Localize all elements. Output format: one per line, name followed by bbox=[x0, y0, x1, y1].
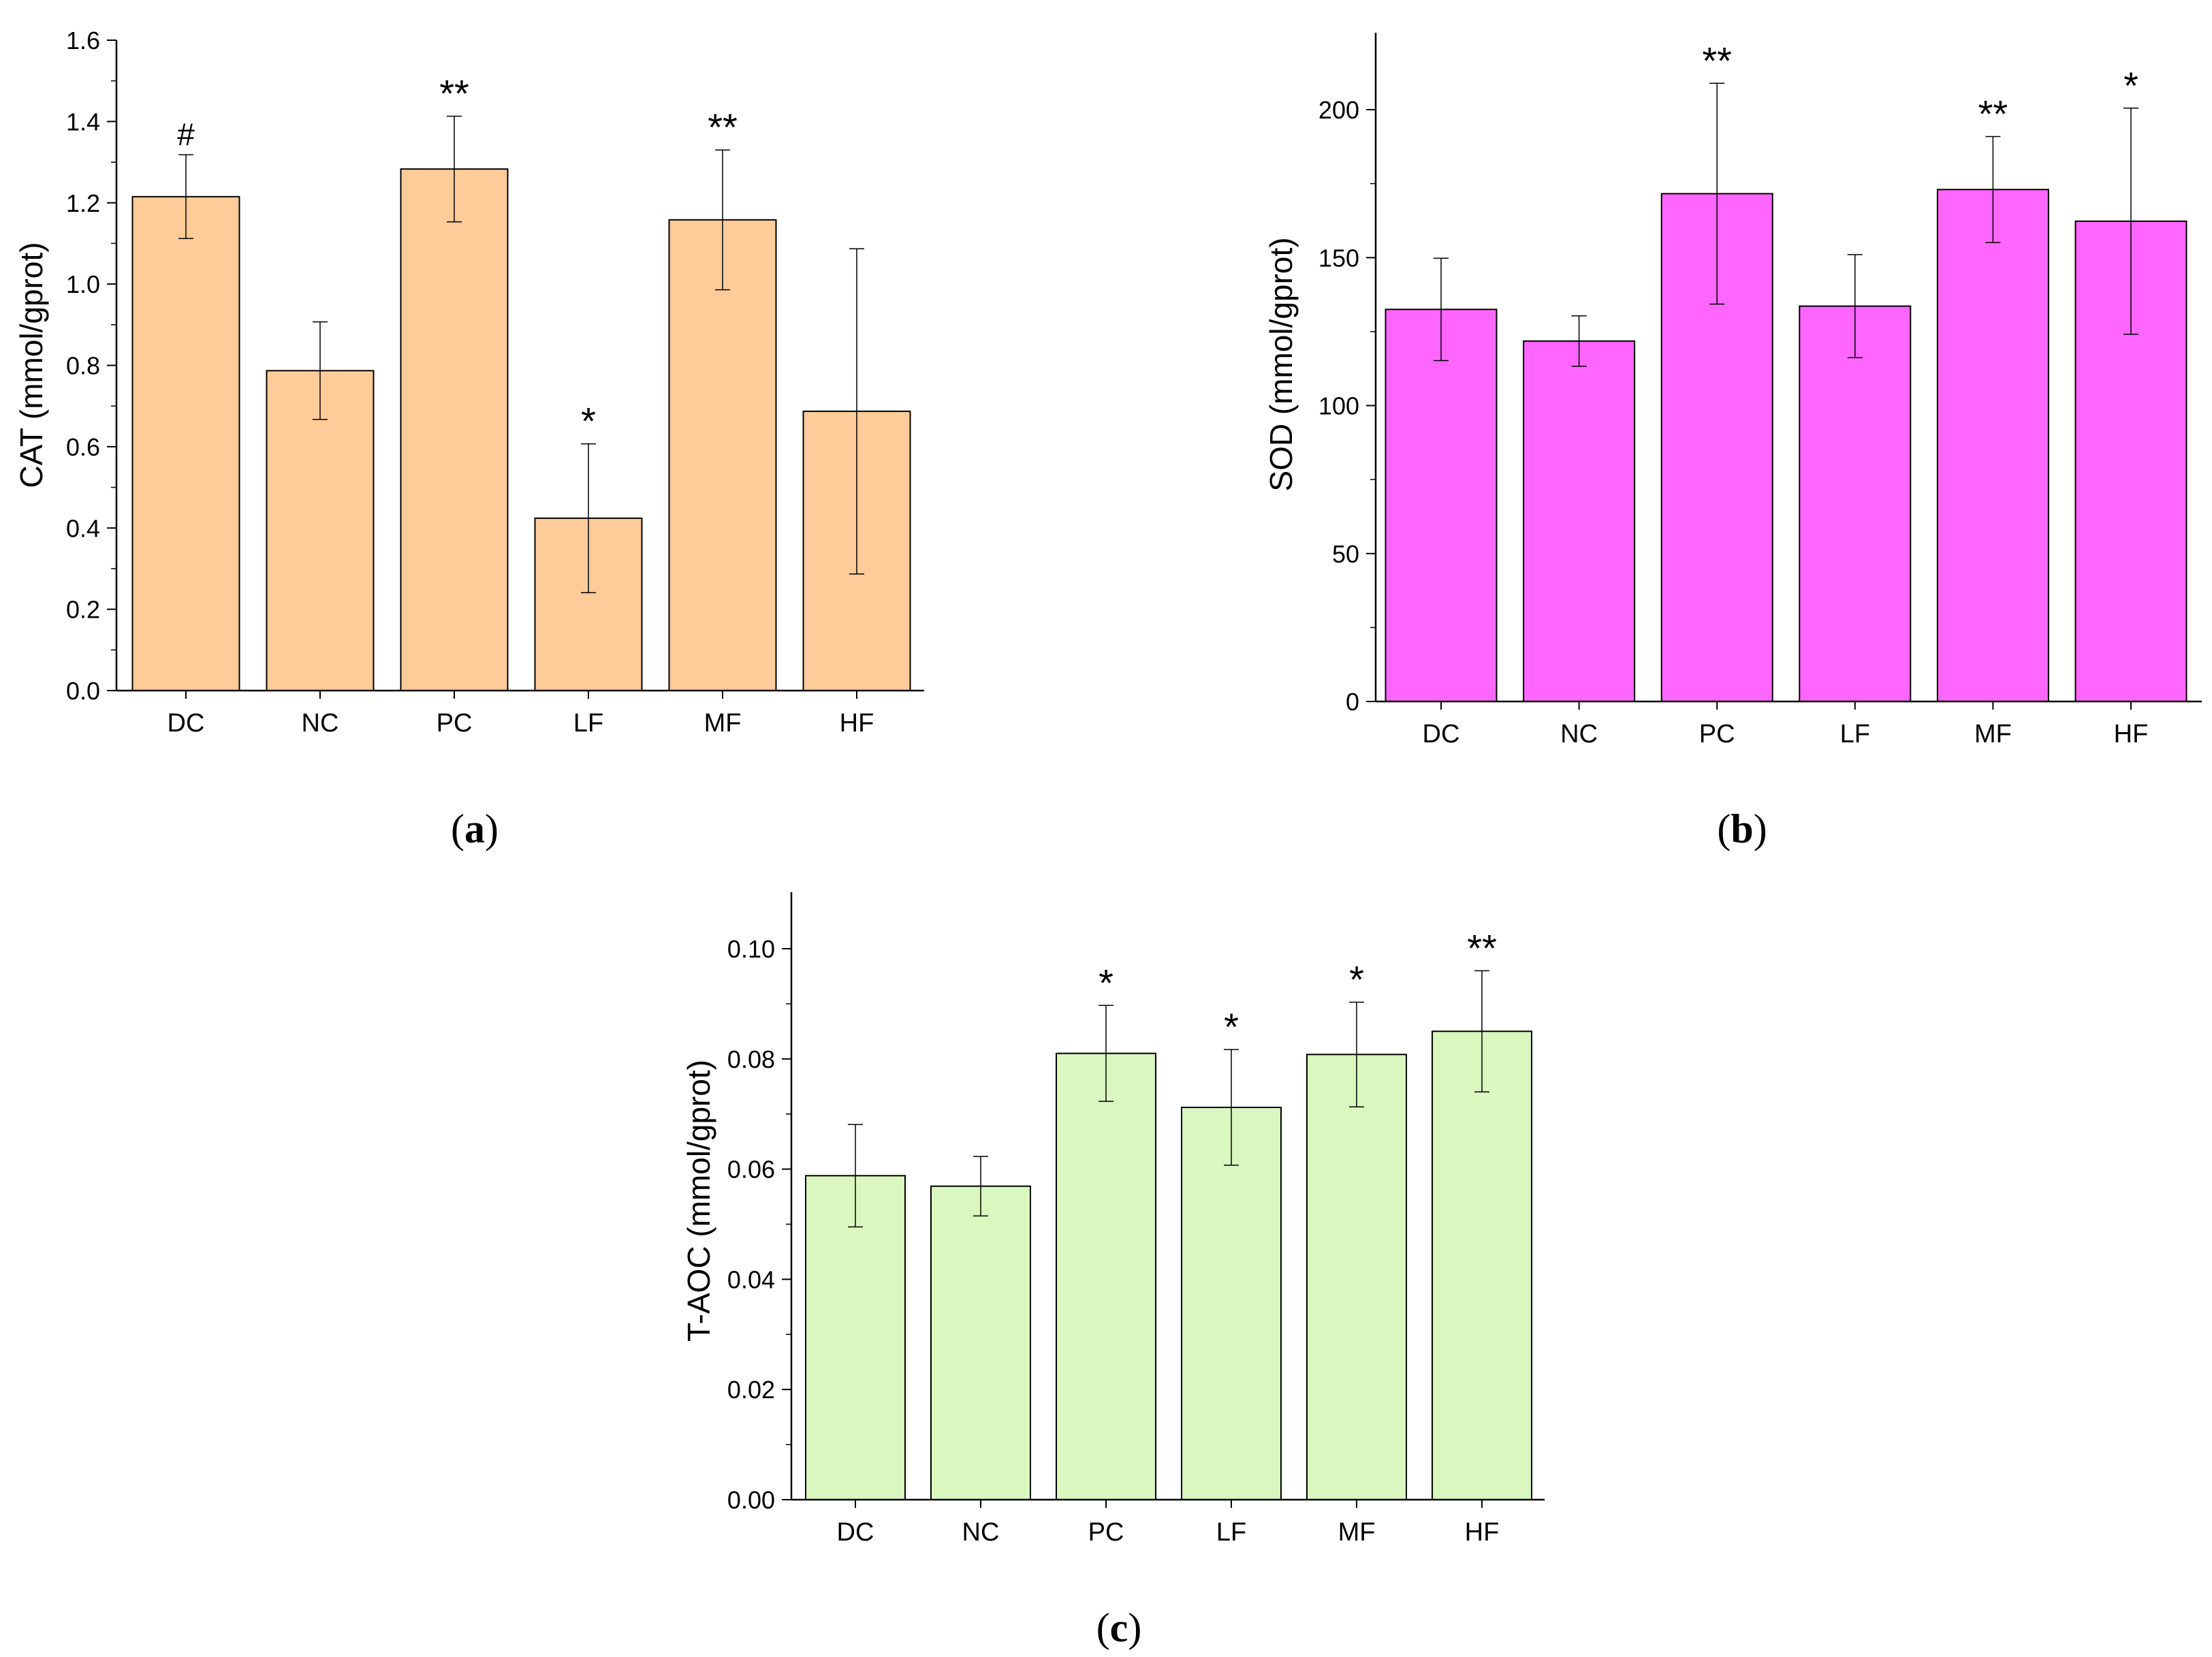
panel-b-y-axis-title: SOD (mmol/gprot) bbox=[1263, 237, 1299, 491]
panel-b-annotation-mf: ** bbox=[1978, 93, 2008, 136]
panel-a-x-tick-label-pc: PC bbox=[437, 709, 473, 738]
panel-b-x-tick-label-dc: DC bbox=[1423, 720, 1460, 748]
panel-b-y-tick-label-1: 50 bbox=[1332, 540, 1359, 568]
panel-c-x-tick-label-pc: PC bbox=[1088, 1518, 1124, 1547]
panel-c-bar-nc bbox=[930, 1185, 1031, 1500]
panel-c-x-tick-label-mf: MF bbox=[1338, 1518, 1376, 1547]
panel-a-caption: (a) bbox=[451, 806, 499, 851]
panel-a-annotations: #***** bbox=[177, 72, 738, 443]
panel-a-x-tick-label-dc: DC bbox=[168, 709, 205, 738]
panel-b-axes bbox=[1374, 33, 2202, 703]
panel-a-x-tick-label-nc: NC bbox=[302, 709, 339, 738]
panel-c-y-tick-label-2: 0.04 bbox=[727, 1265, 775, 1293]
panel-a-bar-mf bbox=[668, 219, 777, 691]
panel-c-error-bars bbox=[848, 970, 1489, 1228]
panel-c-caption: (c) bbox=[1096, 1605, 1142, 1650]
panel-c-bar-hf bbox=[1432, 1030, 1532, 1501]
panel-c-y-axis-title: T-AOC (mmol/gprot) bbox=[681, 1060, 716, 1342]
panel-b-bar-nc bbox=[1523, 340, 1636, 702]
panel-a-y-tick-label-8: 1.6 bbox=[66, 27, 100, 54]
panel-b-annotation-pc: ** bbox=[1702, 39, 1732, 82]
panel-a-x-tick-label-hf: HF bbox=[840, 709, 874, 738]
panel-a-y-tick-label-5: 1.0 bbox=[66, 270, 100, 298]
panel-c-y-tick-label-5: 0.10 bbox=[727, 935, 775, 963]
panel-c-annotation-mf: * bbox=[1349, 958, 1364, 1001]
panel-b-annotation-hf: * bbox=[2123, 64, 2138, 107]
panel-b-bar-lf bbox=[1799, 305, 1912, 702]
panel-b-x-tick-label-lf: LF bbox=[1840, 720, 1870, 748]
panel-c-axes bbox=[790, 892, 1545, 1501]
panel-a-y-tick-label-4: 0.8 bbox=[66, 352, 100, 380]
panel-a-y-tick-label-1: 0.2 bbox=[66, 596, 100, 624]
panel-c-y-ticks: 0.00 0.02 0.04 0.06 0.08 0.10 bbox=[727, 935, 791, 1514]
panel-c-annotation-lf: * bbox=[1224, 1005, 1239, 1048]
panel-c-y-tick-label-4: 0.08 bbox=[727, 1045, 775, 1073]
panel-a-y-tick-label-7: 1.4 bbox=[66, 108, 100, 136]
panel-b-x-tick-label-nc: NC bbox=[1560, 720, 1598, 748]
panel-a-annotation-mf: ** bbox=[708, 106, 738, 148]
panel-a-x-tick-label-mf: MF bbox=[704, 709, 742, 738]
panel-a-bar-dc bbox=[131, 195, 240, 691]
panel-b-y-tick-label-3: 150 bbox=[1318, 244, 1359, 272]
panel-b-x-tick-label-hf: HF bbox=[2114, 720, 2149, 748]
panel-c-x-tick-label-nc: NC bbox=[962, 1518, 1000, 1547]
panel-a-bars bbox=[131, 168, 911, 692]
panel-b-bar-mf bbox=[1936, 189, 2049, 702]
panel-a-annotation-dc: # bbox=[177, 116, 195, 152]
panel-b-y-tick-label-2: 100 bbox=[1318, 392, 1359, 420]
panel-c-annotation-pc: * bbox=[1099, 961, 1113, 1004]
panel-a-chart: #***** 0.00.20.40.60.81.01.21.41.6 DC NC P… bbox=[14, 27, 924, 851]
panel-a-y-tick-label-3: 0.6 bbox=[66, 433, 100, 461]
panel-b-y-tick-label-4: 200 bbox=[1318, 96, 1359, 124]
panel-c-bars bbox=[805, 1030, 1532, 1501]
panel-a-y-axis-title: CAT (mmol/gprot) bbox=[14, 242, 49, 488]
panel-b-annotations: ***** bbox=[1702, 39, 2138, 135]
panel-c-bar-lf bbox=[1181, 1107, 1282, 1500]
panel-a-y-tick-label-0: 0.0 bbox=[66, 677, 100, 705]
panel-c-chart: ***** 0.000.020.040.060.080.10 DC NC PC LF M… bbox=[681, 892, 1545, 1650]
panel-c-bar-mf bbox=[1306, 1054, 1407, 1501]
panel-b-x-ticks: DC NC PC LF MF HF bbox=[1423, 701, 2149, 748]
panel-b-bars bbox=[1385, 189, 2187, 702]
panel-a-x-ticks: DC NC PC LF MF HF bbox=[168, 691, 874, 738]
panel-b-x-tick-label-pc: PC bbox=[1699, 720, 1735, 748]
panel-c-y-tick-label-0: 0.00 bbox=[727, 1486, 775, 1514]
panel-a-x-tick-label-lf: LF bbox=[573, 709, 603, 738]
panel-c-bar-dc bbox=[805, 1175, 906, 1501]
panel-b-error-bars bbox=[1434, 82, 2138, 367]
panel-a-y-tick-label-2: 0.4 bbox=[66, 514, 100, 542]
panel-b-y-tick-label-0: 0 bbox=[1346, 688, 1359, 716]
panel-c-x-tick-label-hf: HF bbox=[1465, 1518, 1500, 1547]
panel-c-x-tick-label-lf: LF bbox=[1216, 1518, 1246, 1547]
panel-b-bar-dc bbox=[1385, 309, 1498, 702]
panel-a-error-bars bbox=[178, 115, 864, 593]
panel-c-x-tick-label-dc: DC bbox=[837, 1518, 874, 1547]
panel-c-y-tick-label-3: 0.06 bbox=[727, 1156, 775, 1184]
panel-a-bar-pc bbox=[400, 168, 509, 691]
panel-a-annotation-pc: ** bbox=[439, 72, 469, 115]
panel-c-x-ticks: DC NC PC LF MF HF bbox=[837, 1500, 1500, 1547]
panel-c-y-tick-label-1: 0.02 bbox=[727, 1376, 775, 1404]
panel-b-x-tick-label-mf: MF bbox=[1974, 720, 2012, 748]
panel-c-annotations: ***** bbox=[1099, 926, 1497, 1048]
panel-c-bar-pc bbox=[1056, 1052, 1156, 1500]
panel-b-caption: (b) bbox=[1717, 806, 1767, 851]
panel-c-annotation-hf: ** bbox=[1467, 926, 1497, 969]
panel-a-y-ticks: 0.0 0.2 0.4 0.6 0.8 1.0 1.2 1.4 1.6 bbox=[66, 27, 116, 705]
panel-a-annotation-lf: * bbox=[581, 400, 596, 443]
panel-b-y-ticks: 0 50 100 150 200 bbox=[1318, 96, 1376, 716]
panel-a-y-tick-label-6: 1.2 bbox=[66, 189, 100, 217]
